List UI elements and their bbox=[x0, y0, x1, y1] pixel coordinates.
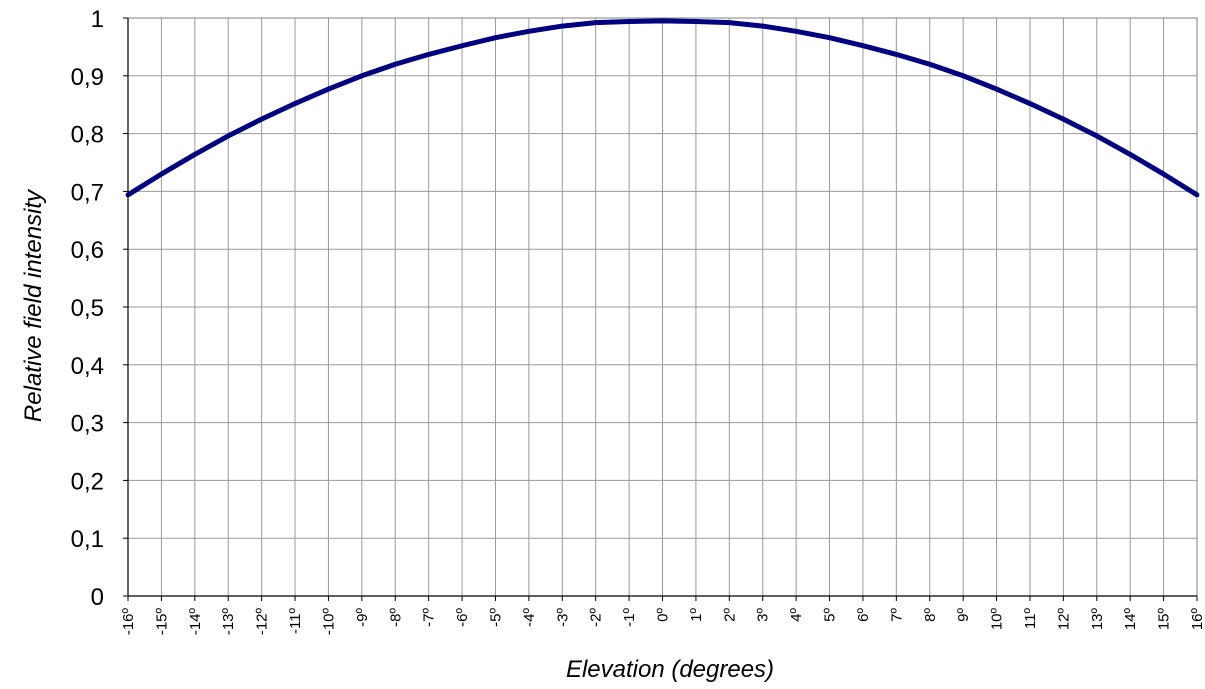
data-point bbox=[893, 52, 899, 57]
data-point bbox=[593, 20, 599, 26]
data-point bbox=[459, 43, 465, 49]
x-tick-label: -7º bbox=[421, 607, 438, 626]
x-tick-label: -12º bbox=[254, 607, 271, 635]
x-tick-label: -8º bbox=[387, 607, 404, 626]
data-point bbox=[1127, 152, 1133, 157]
x-tick-label: 14º bbox=[1122, 607, 1139, 630]
data-point bbox=[225, 133, 231, 139]
axes bbox=[123, 17, 1198, 601]
data-point bbox=[125, 192, 131, 198]
x-tick-label: -11º bbox=[287, 607, 304, 634]
data-point bbox=[693, 19, 699, 24]
x-tick-label: 16º bbox=[1189, 607, 1205, 630]
x-tick-label: 0º bbox=[655, 607, 672, 621]
grid-lines bbox=[127, 17, 1198, 596]
x-tick-label: 4º bbox=[788, 607, 805, 621]
y-tick-label: 0,8 bbox=[71, 122, 104, 149]
x-tick-label: 2º bbox=[721, 607, 738, 621]
x-tick-label: 1º bbox=[688, 607, 705, 621]
data-point bbox=[626, 19, 632, 24]
x-tick-label: 6º bbox=[855, 607, 872, 621]
x-tick-label: -1º bbox=[621, 607, 638, 626]
y-tick-labels: 0 0,1 0,2 0,3 0,4 0,5 0,6 0,7 0,8 0,9 1 bbox=[71, 6, 104, 611]
data-point bbox=[927, 61, 933, 67]
data-point bbox=[159, 171, 164, 177]
data-point bbox=[726, 20, 732, 26]
x-tick-label: -13º bbox=[220, 607, 237, 635]
x-tick-label: 15º bbox=[1156, 607, 1173, 630]
x-tick-label: -16º bbox=[120, 607, 137, 635]
data-point bbox=[960, 73, 966, 79]
data-point bbox=[359, 73, 365, 79]
x-tick-label: -2º bbox=[588, 607, 605, 626]
data-point bbox=[860, 43, 866, 49]
data-point bbox=[1027, 101, 1033, 106]
y-tick-label: 0,6 bbox=[71, 237, 104, 264]
data-point bbox=[292, 101, 298, 106]
data-point bbox=[259, 116, 265, 122]
data-point bbox=[1094, 133, 1100, 139]
data-point bbox=[660, 18, 665, 24]
x-tick-label: 10º bbox=[989, 607, 1006, 630]
data-point bbox=[1060, 116, 1066, 122]
data-point bbox=[392, 61, 398, 67]
y-tick-label: 0,9 bbox=[71, 64, 104, 91]
y-tick-label: 0,5 bbox=[71, 295, 104, 322]
x-tick-label: -5º bbox=[487, 607, 504, 626]
data-point bbox=[559, 23, 565, 29]
x-tick-label: -3º bbox=[554, 607, 571, 626]
y-tick-label: 0 bbox=[91, 584, 104, 611]
x-axis-title: Elevation (degrees) bbox=[566, 656, 774, 683]
data-point bbox=[326, 86, 331, 92]
x-tick-label: -10º bbox=[320, 607, 337, 635]
x-tick-label: -6º bbox=[454, 607, 471, 626]
x-tick-label: 3º bbox=[755, 607, 772, 621]
x-tick-label: -14º bbox=[187, 607, 204, 635]
x-tick-label: 9º bbox=[955, 607, 972, 621]
x-tick-labels: -16º -15º -14º -13º -12º -11º -10º -9º -8º -7º -6º… bbox=[120, 607, 1205, 635]
y-tick-label: 1 bbox=[91, 6, 104, 33]
x-tick-label: 7º bbox=[888, 607, 905, 621]
x-tick-label: 13º bbox=[1089, 607, 1106, 630]
y-axis-title: Relative field intensity bbox=[20, 188, 47, 422]
x-tick-label: -4º bbox=[521, 607, 538, 626]
data-point bbox=[1161, 171, 1166, 177]
data-point bbox=[793, 28, 799, 34]
y-tick-label: 0,2 bbox=[71, 468, 104, 495]
data-point bbox=[1194, 192, 1200, 198]
data-point bbox=[426, 52, 432, 57]
y-tick-label: 0,3 bbox=[71, 411, 104, 438]
data-point bbox=[827, 35, 832, 41]
y-tick-label: 0,7 bbox=[71, 179, 104, 206]
data-point bbox=[493, 35, 498, 41]
x-tick-label: 8º bbox=[922, 607, 939, 621]
data-point bbox=[526, 28, 532, 34]
x-tick-label: -15º bbox=[153, 607, 170, 635]
y-tick-label: 0,1 bbox=[71, 526, 104, 553]
data-point bbox=[760, 23, 766, 29]
x-tick-label: 12º bbox=[1055, 607, 1072, 630]
series-layer bbox=[125, 18, 1200, 198]
x-tick-label: 5º bbox=[822, 607, 839, 621]
data-point bbox=[192, 152, 198, 157]
x-tick-label: 11º bbox=[1022, 607, 1039, 629]
y-tick-label: 0,4 bbox=[71, 353, 104, 380]
data-point bbox=[994, 86, 999, 92]
x-tick-label: -9º bbox=[354, 607, 371, 626]
